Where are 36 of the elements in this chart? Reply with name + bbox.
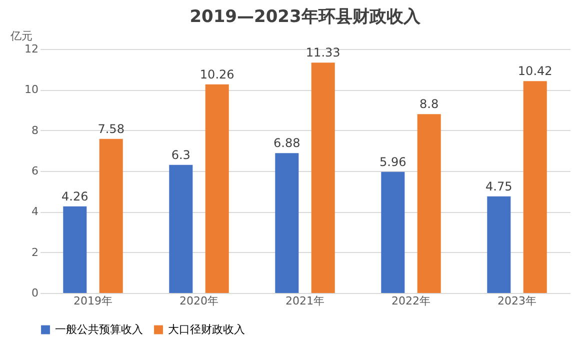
y-tick-label: 10 [24,83,38,96]
data-label: 6.3 [171,148,190,162]
y-tick-label: 4 [32,205,38,218]
x-tick-label: 2023年 [498,294,536,308]
y-tick-label: 8 [32,124,38,137]
x-tick-label: 2021年 [286,294,324,308]
bar [487,196,511,293]
bar [63,206,87,293]
y-tick-label: 0 [32,286,38,300]
data-label: 7.58 [98,122,124,136]
data-label: 5.96 [380,154,406,169]
y-tick-label: 12 [24,42,38,56]
bar [205,84,229,293]
x-tick-label: 2019年 [74,294,112,308]
y-axis-title: 亿元 [10,30,32,42]
bar [523,81,547,293]
y-tick-label: 6 [32,164,38,178]
chart-title: 2019—2023年环县财政收入 [190,7,422,27]
bar [99,138,123,293]
data-label: 4.26 [62,189,88,204]
y-tick-label: 2 [32,246,38,259]
bar [275,153,299,293]
bar [381,172,405,293]
data-label: 10.42 [518,64,552,78]
legend-label: 大口径财政收入 [168,322,245,336]
data-label: 4.75 [486,179,512,194]
legend-label: 一般公共预算收入 [55,322,143,336]
data-label: 10.26 [200,67,234,82]
bar [169,164,193,293]
bar [417,114,441,293]
data-label: 6.88 [274,136,300,150]
bar [311,62,335,293]
x-tick-label: 2020年 [180,294,218,308]
x-tick-label: 2022年 [392,294,430,308]
data-label: 8.8 [420,97,439,112]
data-label: 11.33 [306,46,340,60]
